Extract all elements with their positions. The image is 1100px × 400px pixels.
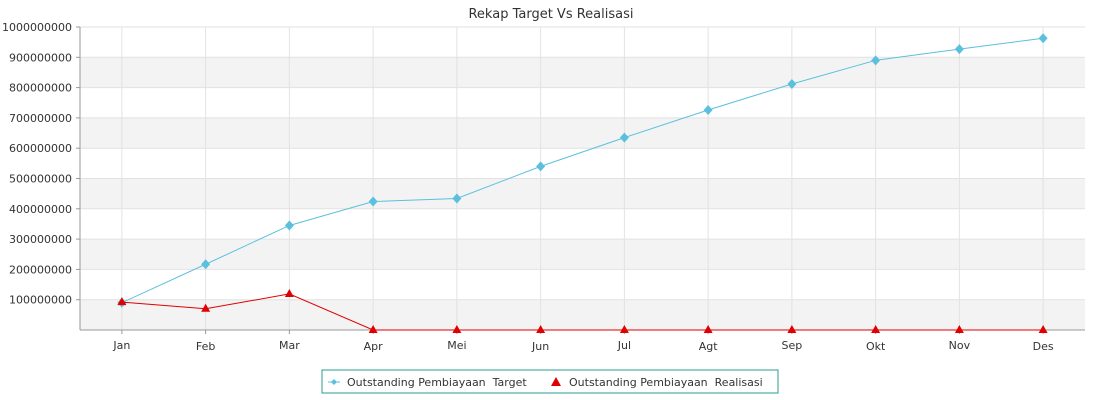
y-tick-label: 900000000 bbox=[9, 51, 72, 64]
x-tick-label: Sep bbox=[782, 339, 803, 352]
y-axis-ticks: 100000000 200000000 300000000 400000000 5000… bbox=[2, 21, 80, 307]
x-tick-label: Jul bbox=[617, 339, 631, 352]
data-point-triangle bbox=[619, 325, 629, 333]
data-point-triangle bbox=[703, 325, 713, 333]
y-tick-label: 200000000 bbox=[9, 263, 72, 276]
data-point-triangle bbox=[117, 297, 127, 306]
data-point-triangle bbox=[954, 325, 964, 333]
x-tick-label: Mar bbox=[279, 339, 300, 352]
x-tick-label: Okt bbox=[866, 340, 886, 353]
data-point-triangle bbox=[201, 303, 211, 312]
x-tick-label: Mei bbox=[447, 339, 466, 352]
plot-band bbox=[80, 299, 1085, 330]
grid-lines bbox=[80, 26, 1085, 330]
x-tick-label: Agt bbox=[699, 340, 719, 353]
x-tick-label: Apr bbox=[364, 340, 384, 353]
data-point-triangle bbox=[368, 325, 378, 333]
plot-band bbox=[80, 239, 1085, 270]
series-line-0 bbox=[121, 37, 1044, 304]
legend-realisasi-marker-icon bbox=[551, 377, 561, 386]
y-tick-label: 700000000 bbox=[9, 112, 72, 125]
plot-band bbox=[80, 117, 1085, 149]
data-point-diamond bbox=[787, 78, 797, 89]
data-point-triangle bbox=[536, 325, 546, 333]
legend-realisasi-label: Outstanding Pembiayaan Realisasi bbox=[569, 376, 763, 389]
data-point-diamond bbox=[703, 105, 713, 116]
y-tick-label: 400000000 bbox=[9, 203, 72, 216]
y-tick-label: 500000000 bbox=[9, 173, 72, 186]
data-point-diamond bbox=[619, 132, 629, 143]
legend-item-realisasi[interactable]: Outstanding Pembiayaan Realisasi bbox=[551, 376, 763, 389]
y-tick-label: 300000000 bbox=[9, 233, 72, 246]
series-group bbox=[117, 33, 1048, 333]
legend-target-label: Outstanding Pembiayaan Target bbox=[347, 376, 527, 389]
data-point-diamond bbox=[201, 259, 211, 270]
y-tick-label: 800000000 bbox=[9, 82, 72, 95]
data-point-triangle bbox=[284, 288, 294, 297]
data-point-diamond bbox=[1038, 33, 1048, 44]
legend-item-target[interactable]: Outstanding Pembiayaan Target bbox=[328, 376, 527, 389]
x-axis-ticks: Jan Feb Mar Apr Mei Jun Jul Agt Sep Okt Nov Des bbox=[112, 330, 1054, 353]
data-point-triangle bbox=[452, 325, 462, 333]
x-tick-label: Nov bbox=[949, 339, 971, 352]
legend-target-marker-icon bbox=[331, 379, 337, 385]
y-tick-label: 100000000 bbox=[9, 294, 72, 307]
data-point-diamond bbox=[954, 44, 964, 55]
data-point-diamond bbox=[871, 55, 881, 66]
legend-box bbox=[321, 369, 779, 394]
data-point-diamond bbox=[452, 193, 462, 204]
y-tick-label: 600000000 bbox=[9, 142, 72, 155]
series-line-1 bbox=[121, 293, 1044, 331]
data-point-triangle bbox=[787, 325, 797, 333]
legend: Outstanding Pembiayaan Target Outstandin… bbox=[321, 369, 779, 394]
y-tick-label: 1000000000 bbox=[2, 21, 72, 34]
chart-title: Rekap Target Vs Realisasi bbox=[468, 7, 633, 22]
x-tick-label: Des bbox=[1033, 340, 1054, 353]
x-tick-label: Jan bbox=[112, 339, 130, 352]
plot-bands bbox=[80, 57, 1085, 330]
data-point-triangle bbox=[871, 325, 881, 333]
data-point-diamond bbox=[284, 220, 294, 231]
data-point-diamond bbox=[536, 161, 546, 172]
data-point-diamond bbox=[368, 196, 378, 207]
plot-band bbox=[80, 178, 1085, 209]
x-tick-label: Feb bbox=[196, 340, 215, 353]
plot-band bbox=[80, 57, 1085, 88]
x-tick-label: Jun bbox=[531, 340, 549, 353]
data-point-triangle bbox=[1038, 325, 1048, 333]
